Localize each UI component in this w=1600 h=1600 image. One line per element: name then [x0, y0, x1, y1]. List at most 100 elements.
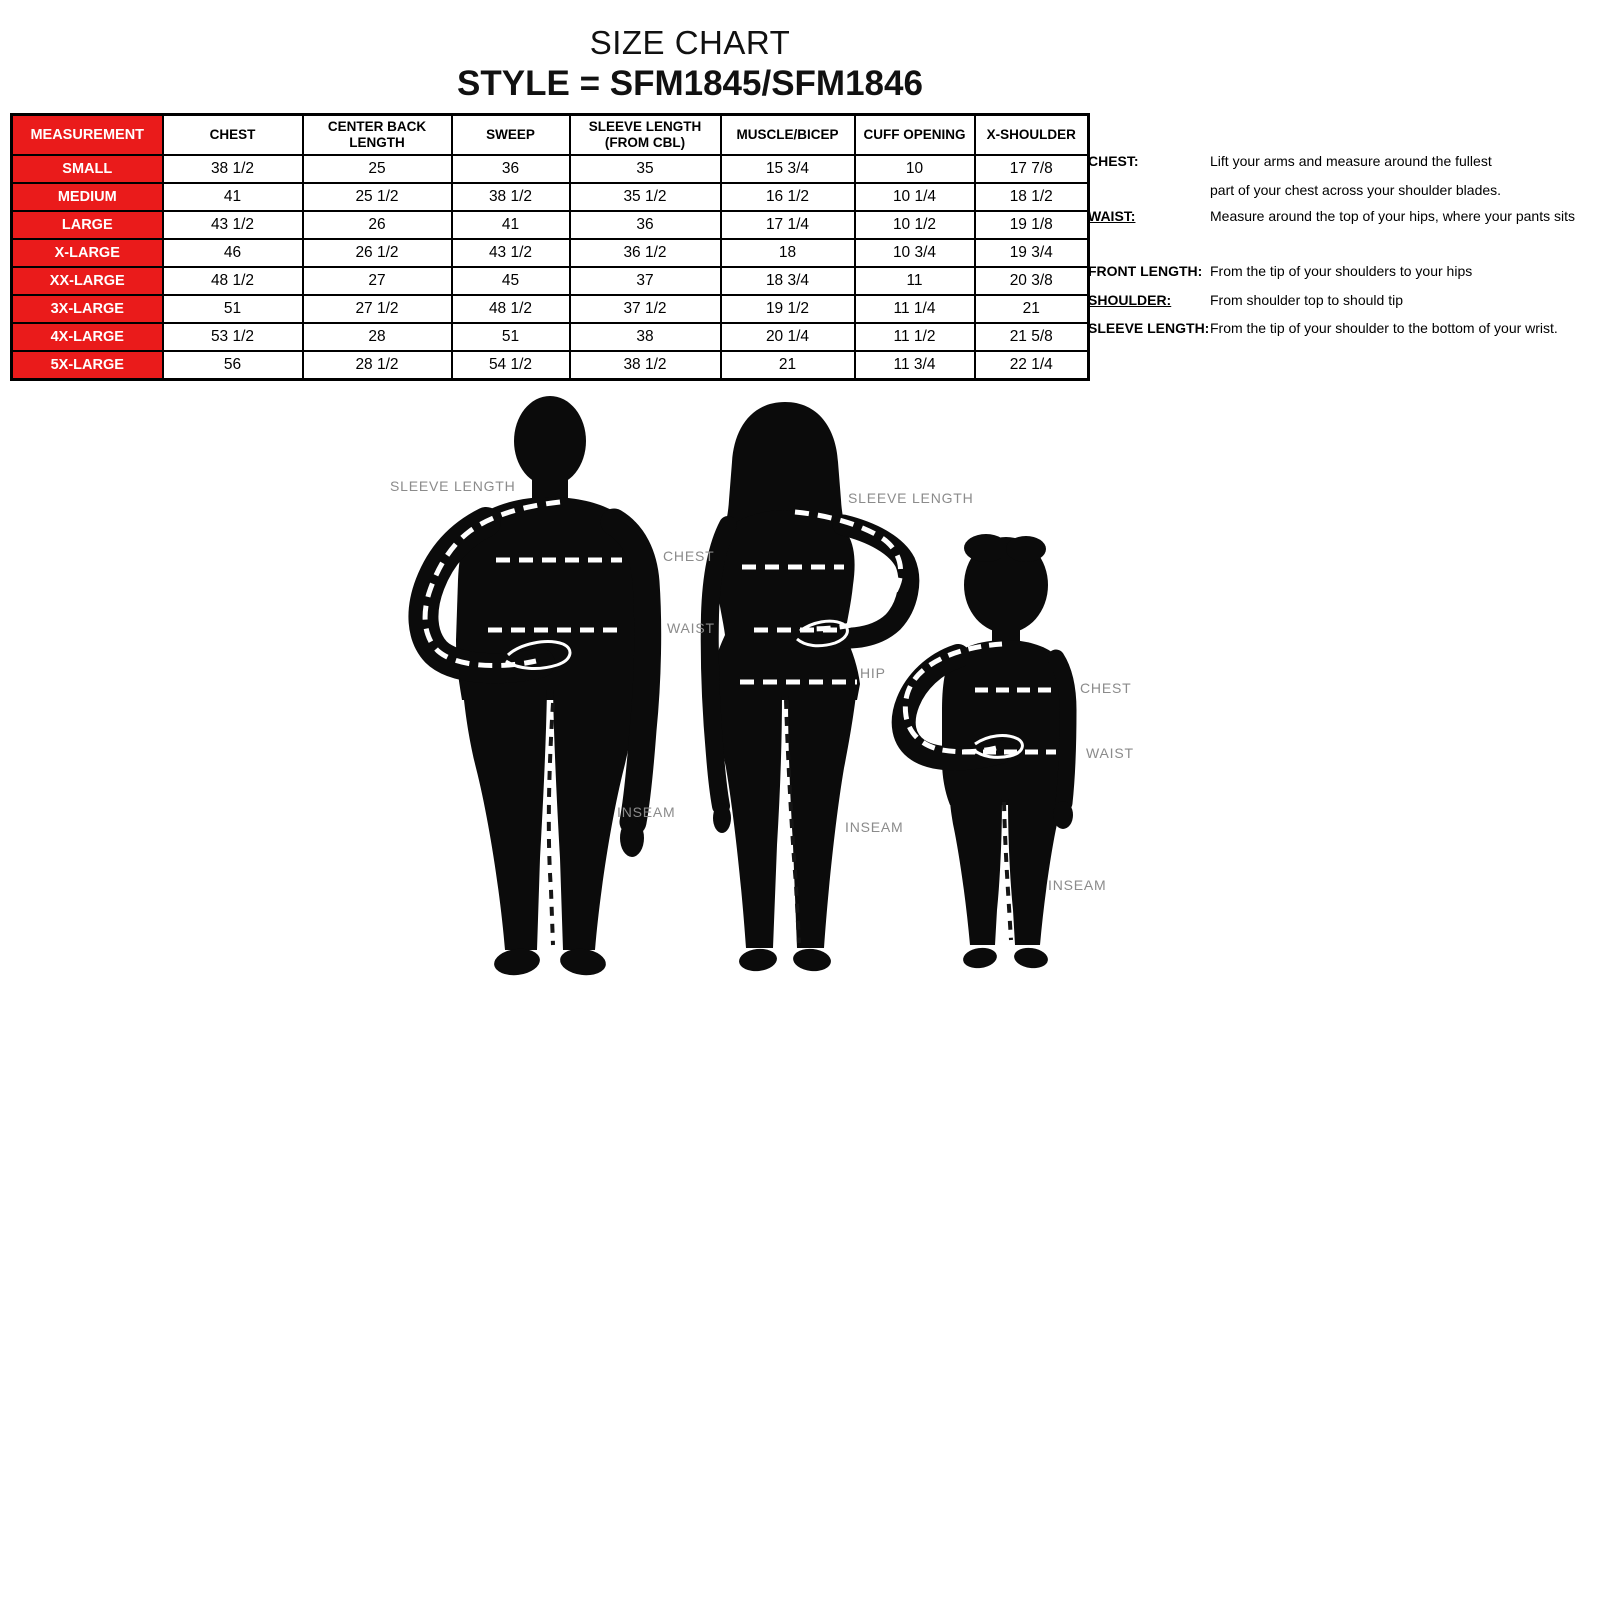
instruction-chest-line2: part of your chest across your shoulder … [1088, 181, 1501, 199]
column-header: X-SHOULDER [973, 113, 1090, 156]
size-row: 3X-LARGE 51 27 1/2 48 1/2 37 1/2 19 1/2 11 1/4… [10, 294, 1090, 324]
man-inseam-label: INSEAM [617, 804, 676, 820]
woman-sleeve-line [794, 509, 904, 632]
column-header: CHEST [161, 113, 304, 156]
column-header-measurement: MEASUREMENT [10, 113, 164, 156]
column-header: CENTER BACK LENGTH [301, 113, 453, 156]
measurement-value-cell: 53 1/2 [161, 322, 304, 352]
measurement-value-cell: 18 3/4 [719, 266, 856, 296]
man-sleeve-length-label: SLEEVE LENGTH [390, 478, 516, 494]
child-inseam-line [1002, 801, 1013, 941]
size-label-cell: MEDIUM [10, 182, 164, 212]
measurement-value-cell: 17 7/8 [973, 154, 1090, 184]
measurement-value-cell: 38 1/2 [568, 350, 722, 381]
measurement-value-cell: 10 1/2 [853, 210, 976, 240]
man-inseam-line [546, 702, 555, 946]
measurement-value-cell: 37 [568, 266, 722, 296]
measurement-value-cell: 18 1/2 [973, 182, 1090, 212]
instruction-front-length: FRONT LENGTH: From the tip of your should… [1088, 262, 1472, 280]
size-row: XX-LARGE 48 1/2 27 45 37 18 3/4 11 20 3/8 [10, 266, 1090, 296]
man-silhouette [408, 396, 662, 976]
measurement-value-cell: 20 3/8 [973, 266, 1090, 296]
measurement-value-cell: 38 [568, 322, 722, 352]
instruction-label: SLEEVE LENGTH: [1088, 320, 1210, 336]
size-label-cell: 4X-LARGE [10, 322, 164, 352]
measurement-value-cell: 22 1/4 [973, 350, 1090, 381]
table-header-row: MEASUREMENT CHEST CENTER BACK LENGTH SWEEP S… [10, 113, 1090, 156]
measurement-value-cell: 43 1/2 [450, 238, 571, 268]
size-label-cell: X-LARGE [10, 238, 164, 268]
instruction-waist: WAIST: Measure around the top of your hip… [1088, 207, 1575, 225]
column-header: MUSCLE/BICEP [719, 113, 856, 156]
child-hand-outline [973, 734, 1024, 759]
table-body: SMALL 38 1/2 25 36 35 15 3/4 10 17 7/8 MEDIUM 41 2… [10, 154, 1090, 381]
measurement-value-cell: 19 1/2 [719, 294, 856, 324]
measurement-value-cell: 54 1/2 [450, 350, 571, 381]
size-label-cell: LARGE [10, 210, 164, 240]
measurement-value-cell: 36 [450, 154, 571, 184]
instruction-shoulder: SHOULDER: From shoulder top to should tip [1088, 291, 1403, 309]
measurement-value-cell: 21 [973, 294, 1090, 324]
measurement-value-cell: 36 1/2 [568, 238, 722, 268]
instruction-chest: CHEST: Lift your arms and measure around … [1088, 152, 1492, 170]
measurement-value-cell: 51 [450, 322, 571, 352]
woman-silhouette [700, 402, 920, 972]
size-row: X-LARGE 46 26 1/2 43 1/2 36 1/2 18 10 3/4 19 3/… [10, 238, 1090, 268]
child-chest-label: CHEST [1080, 680, 1132, 696]
measurement-value-cell: 10 [853, 154, 976, 184]
size-row: MEDIUM 41 25 1/2 38 1/2 35 1/2 16 1/2 10 1/4 18… [10, 182, 1090, 212]
measurement-value-cell: 38 1/2 [450, 182, 571, 212]
measurement-value-cell: 20 1/4 [719, 322, 856, 352]
child-silhouette [891, 534, 1077, 969]
measurement-value-cell: 21 [719, 350, 856, 381]
measurement-value-cell: 11 1/4 [853, 294, 976, 324]
measurement-value-cell: 25 [301, 154, 453, 184]
page-title: SIZE CHART [589, 24, 791, 61]
size-label-cell: 3X-LARGE [10, 294, 164, 324]
instruction-text: From shoulder top to should tip [1210, 292, 1403, 308]
measurement-value-cell: 35 [568, 154, 722, 184]
measurement-value-cell: 28 1/2 [301, 350, 453, 381]
measurement-value-cell: 15 3/4 [719, 154, 856, 184]
child-sleeve-line [902, 641, 1003, 755]
instruction-sleeve-length: SLEEVE LENGTH:From the tip of your shoul… [1088, 319, 1558, 337]
hip-label: HIP [860, 665, 886, 681]
measurement-value-cell: 10 1/4 [853, 182, 976, 212]
instruction-label: CHEST: [1088, 153, 1139, 169]
measurement-value-cell: 17 1/4 [719, 210, 856, 240]
size-row: SMALL 38 1/2 25 36 35 15 3/4 10 17 7/8 [10, 154, 1090, 184]
man-sleeve-line [422, 499, 561, 669]
size-row: 5X-LARGE 56 28 1/2 54 1/2 38 1/2 21 11 3/4 22 1… [10, 350, 1090, 381]
woman-sleeve-length-label: SLEEVE LENGTH [848, 490, 974, 506]
size-label-cell: 5X-LARGE [10, 350, 164, 381]
instruction-text: From the tip of your shoulder to the bot… [1210, 320, 1558, 336]
size-row: LARGE 43 1/2 26 41 36 17 1/4 10 1/2 19 1/8 [10, 210, 1090, 240]
measurement-value-cell: 26 [301, 210, 453, 240]
measurement-value-cell: 21 5/8 [973, 322, 1090, 352]
child-inseam-label: INSEAM [1048, 877, 1107, 893]
measurement-value-cell: 27 1/2 [301, 294, 453, 324]
measurement-value-cell: 11 1/2 [853, 322, 976, 352]
waist-label: WAIST [667, 620, 715, 636]
measurement-value-cell: 41 [161, 182, 304, 212]
measurement-value-cell: 10 3/4 [853, 238, 976, 268]
column-header: CUFF OPENING [853, 113, 976, 156]
child-waist-label: WAIST [1086, 745, 1134, 761]
woman-inseam-label: INSEAM [845, 819, 904, 835]
page-subtitle: STYLE = SFM1845/SFM1846 [457, 64, 923, 103]
table-header: MEASUREMENT CHEST CENTER BACK LENGTH SWEEP S… [10, 113, 1090, 156]
measurement-value-cell: 48 1/2 [161, 266, 304, 296]
instruction-text: Measure around the top of your hips, whe… [1210, 208, 1575, 224]
instruction-text: From the tip of your shoulders to your h… [1210, 263, 1473, 279]
measurement-value-cell: 27 [301, 266, 453, 296]
measurement-value-cell: 48 1/2 [450, 294, 571, 324]
chest-label: CHEST [663, 548, 715, 564]
measurement-value-cell: 18 [719, 238, 856, 268]
size-label-cell: SMALL [10, 154, 164, 184]
measurement-value-cell: 16 1/2 [719, 182, 856, 212]
measurement-value-cell: 11 [853, 266, 976, 296]
woman-inseam-line [784, 699, 801, 944]
measurement-value-cell: 35 1/2 [568, 182, 722, 212]
